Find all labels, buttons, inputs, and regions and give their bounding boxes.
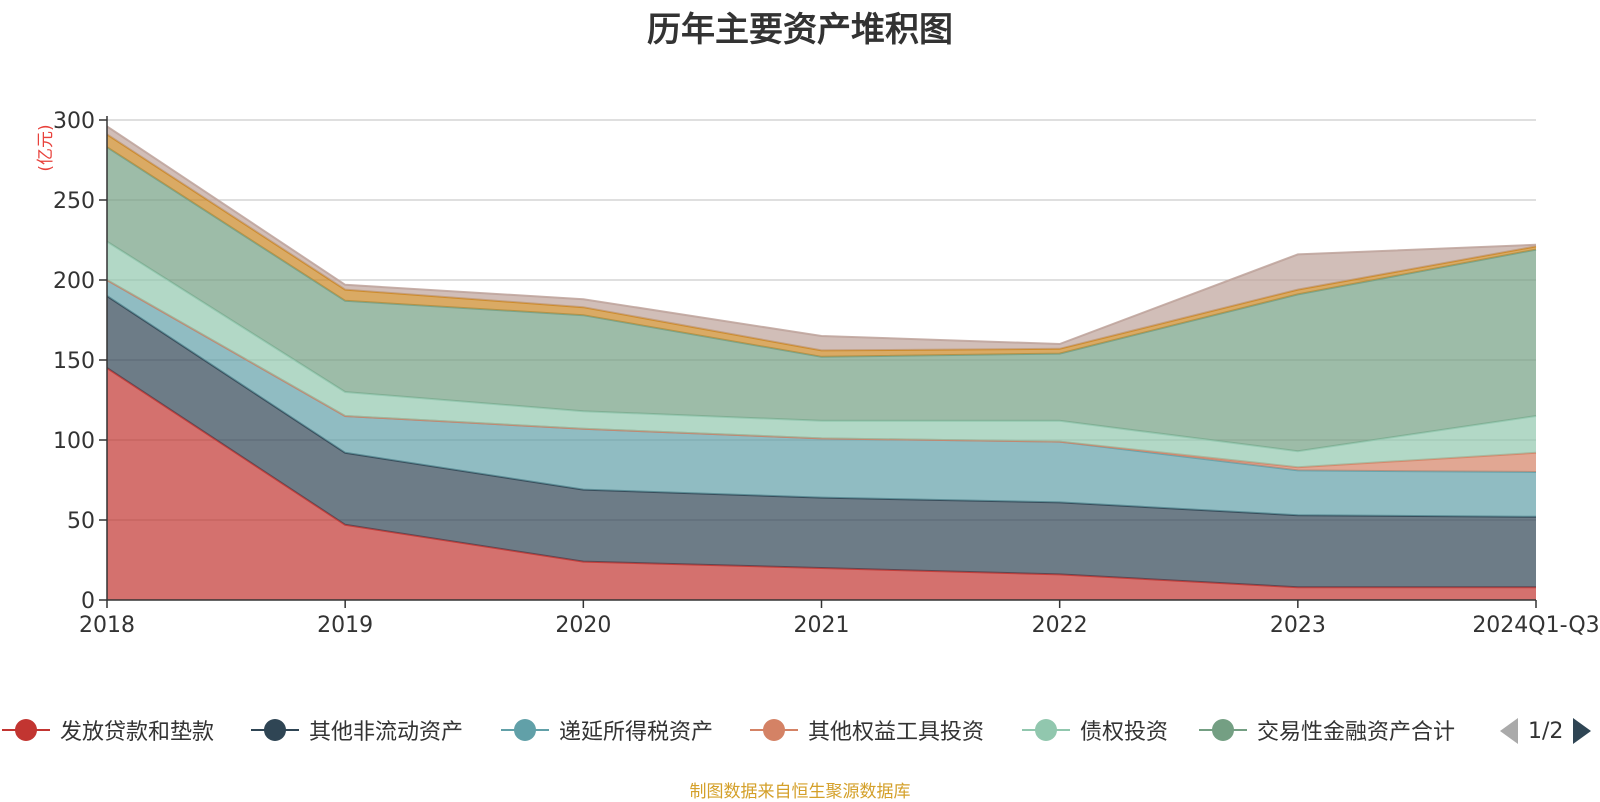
area-series-4 <box>107 241 1536 468</box>
x-tick-label: 2018 <box>79 613 135 638</box>
legend-item[interactable]: 债权投资 <box>1020 712 1168 748</box>
legend-label: 交易性金融资产合计 <box>1257 720 1456 745</box>
x-tick-label: 2024Q1-Q3 <box>1472 613 1599 638</box>
data-source-note: 制图数据来自恒生聚源数据库 <box>689 782 911 802</box>
y-tick-label: 50 <box>67 509 95 534</box>
legend-marker-icon <box>750 719 798 741</box>
legend: 发放贷款和垫款 其他非流动资产 递延所得税资产 其他权益工具投资 债权投资 交易性金融资产… <box>0 712 1600 752</box>
y-tick-label: 250 <box>53 189 95 214</box>
legend-marker-icon <box>2 719 50 741</box>
area-series-1 <box>107 296 1536 588</box>
x-tick-label: 2023 <box>1270 613 1326 638</box>
prev-page-icon[interactable] <box>1498 716 1520 746</box>
legend-label: 发放贷款和垫款 <box>60 720 215 745</box>
legend-page-indicator: 1/2 <box>1528 718 1564 744</box>
legend-item[interactable]: 其他权益工具投资 <box>748 712 984 748</box>
legend-marker-icon <box>501 719 549 741</box>
legend-label: 其他非流动资产 <box>309 720 464 745</box>
legend-pager: 1/2 <box>1498 716 1593 746</box>
x-tick-label: 2021 <box>794 613 850 638</box>
legend-item[interactable]: 发放贷款和垫款 <box>0 712 214 748</box>
stacked-area-chart: 0 50 100 150 200 250 300 2018 2019 2020 2021 2022 20… <box>36 109 1600 638</box>
chart-title: 历年主要资产堆积图 <box>647 10 953 50</box>
legend-item[interactable]: 其他非流动资产 <box>249 712 463 748</box>
y-axis-label: (亿元) <box>36 124 56 171</box>
series-line-7 <box>106 125 1537 346</box>
legend-label: 递延所得税资产 <box>559 720 714 745</box>
y-tick-label: 300 <box>53 109 95 134</box>
y-tick-label: 200 <box>53 269 95 294</box>
legend-label: 债权投资 <box>1080 720 1169 745</box>
x-tick-label: 2020 <box>555 613 611 638</box>
next-page-icon[interactable] <box>1571 716 1593 746</box>
legend-marker-icon <box>251 719 299 741</box>
area-series-5 <box>107 147 1536 452</box>
y-tick-label: 100 <box>53 429 95 454</box>
area-series-0 <box>107 368 1536 600</box>
y-tick-label: 150 <box>53 349 95 374</box>
legend-item[interactable]: 交易性金融资产合计 <box>1197 712 1455 748</box>
x-tick-label: 2022 <box>1032 613 1088 638</box>
legend-marker-icon <box>1022 719 1070 741</box>
legend-item[interactable]: 递延所得税资产 <box>499 712 713 748</box>
y-tick-label: 0 <box>81 589 95 614</box>
legend-label: 其他权益工具投资 <box>808 720 985 745</box>
x-tick-label: 2019 <box>317 613 373 638</box>
legend-marker-icon <box>1199 719 1247 741</box>
area-series-6 <box>107 134 1536 357</box>
area-series-7 <box>107 126 1536 351</box>
area-series-2 <box>107 280 1536 517</box>
